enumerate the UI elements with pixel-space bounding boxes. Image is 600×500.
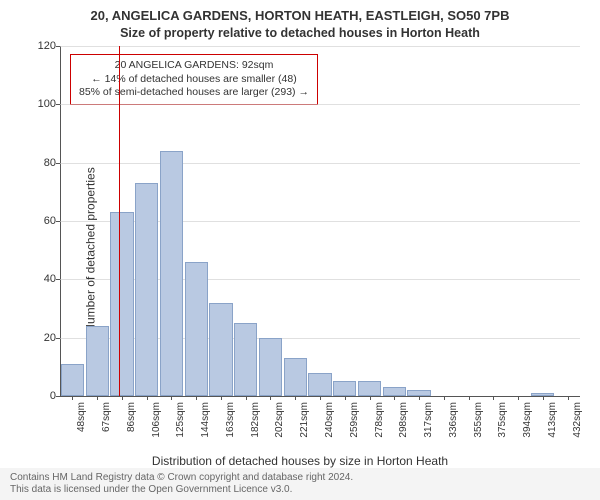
xtick-mark — [147, 396, 148, 400]
bar — [308, 373, 331, 396]
xtick-mark — [270, 396, 271, 400]
ytick-label: 0 — [26, 390, 56, 402]
xtick-mark — [394, 396, 395, 400]
ytick-mark — [56, 279, 60, 280]
ytick-label: 40 — [26, 273, 56, 285]
xtick-mark — [568, 396, 569, 400]
xtick-mark — [295, 396, 296, 400]
xtick-label: 125sqm — [175, 402, 186, 438]
bar — [185, 262, 208, 396]
bar — [61, 364, 84, 396]
annotation-line2: ← 14% of detached houses are smaller (48… — [79, 73, 309, 87]
xtick-label: 432sqm — [572, 402, 583, 438]
xtick-mark — [171, 396, 172, 400]
bar — [383, 387, 406, 396]
chart-title-address: 20, ANGELICA GARDENS, HORTON HEATH, EAST… — [0, 8, 600, 23]
ytick-mark — [56, 338, 60, 339]
xtick-label: 355sqm — [473, 402, 484, 438]
grid-line — [60, 163, 580, 164]
plot-area: 20 ANGELICA GARDENS: 92sqm ← 14% of deta… — [60, 46, 580, 396]
xtick-mark — [97, 396, 98, 400]
annotation-box: 20 ANGELICA GARDENS: 92sqm ← 14% of deta… — [70, 54, 318, 105]
xtick-label: 86sqm — [126, 402, 137, 432]
xtick-mark — [246, 396, 247, 400]
chart-title-desc: Size of property relative to detached ho… — [0, 26, 600, 40]
xtick-label: 182sqm — [250, 402, 261, 438]
xtick-mark — [221, 396, 222, 400]
xtick-mark — [345, 396, 346, 400]
footnote-line2: This data is licensed under the Open Gov… — [10, 484, 590, 496]
xtick-label: 48sqm — [76, 402, 87, 432]
ytick-mark — [56, 104, 60, 105]
ytick-mark — [56, 46, 60, 47]
bar — [259, 338, 282, 396]
xtick-label: 317sqm — [423, 402, 434, 438]
xtick-label: 106sqm — [151, 402, 162, 438]
ytick-label: 120 — [26, 40, 56, 52]
xtick-label: 259sqm — [349, 402, 360, 438]
xtick-mark — [493, 396, 494, 400]
xtick-label: 163sqm — [225, 402, 236, 438]
xtick-label: 67sqm — [101, 402, 112, 432]
ytick-mark — [56, 221, 60, 222]
bar — [209, 303, 232, 396]
bar — [110, 212, 133, 396]
xtick-mark — [469, 396, 470, 400]
xtick-label: 298sqm — [398, 402, 409, 438]
xtick-label: 144sqm — [200, 402, 211, 438]
annotation-line3: 85% of semi-detached houses are larger (… — [79, 86, 309, 100]
bar — [234, 323, 257, 396]
xtick-mark — [543, 396, 544, 400]
ytick-label: 20 — [26, 332, 56, 344]
ytick-label: 80 — [26, 157, 56, 169]
chart-container: 20, ANGELICA GARDENS, HORTON HEATH, EAST… — [0, 0, 600, 500]
xtick-label: 336sqm — [448, 402, 459, 438]
ytick-mark — [56, 396, 60, 397]
grid-line — [60, 46, 580, 47]
xtick-label: 413sqm — [547, 402, 558, 438]
grid-line — [60, 104, 580, 105]
ytick-label: 100 — [26, 98, 56, 110]
xtick-mark — [419, 396, 420, 400]
xtick-label: 221sqm — [299, 402, 310, 438]
x-axis-label: Distribution of detached houses by size … — [0, 454, 600, 468]
xtick-mark — [370, 396, 371, 400]
xtick-mark — [196, 396, 197, 400]
xtick-mark — [518, 396, 519, 400]
xtick-mark — [320, 396, 321, 400]
bar — [86, 326, 109, 396]
bar — [284, 358, 307, 396]
footnote-line1: Contains HM Land Registry data © Crown c… — [10, 472, 590, 484]
xtick-mark — [72, 396, 73, 400]
ytick-mark — [56, 163, 60, 164]
bar — [135, 183, 158, 396]
bar — [358, 381, 381, 396]
annotation-line1: 20 ANGELICA GARDENS: 92sqm — [79, 59, 309, 73]
reference-line — [119, 46, 120, 396]
ytick-label: 60 — [26, 215, 56, 227]
xtick-label: 278sqm — [374, 402, 385, 438]
bar — [160, 151, 183, 396]
xtick-label: 394sqm — [522, 402, 533, 438]
xtick-mark — [444, 396, 445, 400]
xtick-label: 375sqm — [497, 402, 508, 438]
bar — [333, 381, 356, 396]
footnote: Contains HM Land Registry data © Crown c… — [0, 468, 600, 500]
xtick-label: 240sqm — [324, 402, 335, 438]
xtick-mark — [122, 396, 123, 400]
xtick-label: 202sqm — [274, 402, 285, 438]
